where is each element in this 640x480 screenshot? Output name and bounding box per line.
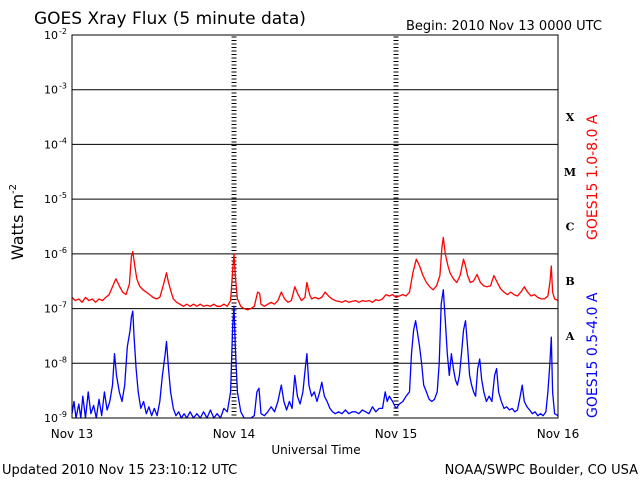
series-layer: [71, 236, 559, 419]
y-axis-label-exponent: -2: [8, 184, 19, 194]
flare-class-c: C: [566, 221, 575, 234]
y-tick-exponent-1: -3: [59, 82, 67, 91]
y-tick-label-6: 10: [44, 357, 58, 370]
y-axis-ticks: 10-210-310-410-510-610-710-810-9: [44, 27, 67, 425]
y-tick-label-3: 10: [44, 193, 58, 206]
y-tick-label-1: 10: [44, 84, 58, 97]
y-tick-label-0: 10: [44, 29, 58, 42]
grid-lines: [72, 34, 558, 419]
x-axis-ticks: Nov 13 Nov 14 Nov 15 Nov 16: [51, 427, 580, 441]
plot-background: [72, 35, 558, 418]
x-tick-label-2: Nov 15: [375, 427, 418, 441]
flare-class-m: M: [564, 166, 576, 179]
legend-series-short: GOES15 0.5-4.0 A: [585, 292, 601, 418]
y-axis-label: Watts m-2: [8, 184, 27, 260]
flare-class-x: X: [566, 111, 575, 124]
day-boundary-markers: [231, 36, 399, 416]
y-tick-exponent-7: -9: [59, 410, 67, 419]
flare-class-b: B: [565, 275, 574, 288]
y-tick-label-7: 10: [44, 412, 58, 425]
flare-class-a: A: [565, 330, 575, 343]
y-tick-exponent-3: -5: [59, 191, 67, 200]
y-tick-exponent-4: -6: [59, 246, 67, 255]
flare-class-labels: X M C B A: [564, 111, 576, 343]
series-line-0: [71, 236, 559, 311]
updated-timestamp: Updated 2010 Nov 15 23:10:12 UTC: [2, 463, 237, 478]
x-tick-label-1: Nov 14: [213, 427, 256, 441]
x-axis-label: Universal Time: [271, 443, 360, 457]
y-tick-label-5: 10: [44, 303, 58, 316]
plot-area: [72, 35, 558, 418]
y-tick-exponent-2: -4: [59, 136, 67, 145]
y-axis-label-base: Watts m: [8, 194, 27, 260]
y-tick-label-4: 10: [44, 248, 58, 261]
y-tick-label-2: 10: [44, 138, 58, 151]
credit-text: NOAA/SWPC Boulder, CO USA: [445, 463, 638, 478]
y-tick-exponent-5: -7: [59, 301, 67, 310]
begin-time: Begin: 2010 Nov 13 0000 UTC: [406, 19, 602, 34]
chart-title: GOES Xray Flux (5 minute data): [34, 9, 306, 29]
series-line-1: [71, 289, 559, 419]
legend-series-long: GOES15 1.0-8.0 A: [585, 114, 601, 240]
x-tick-label-0: Nov 13: [51, 427, 94, 441]
plot-frame: [71, 34, 559, 419]
y-tick-exponent-6: -8: [59, 355, 67, 364]
x-tick-label-3: Nov 16: [537, 427, 580, 441]
y-tick-exponent-0: -2: [59, 27, 67, 36]
